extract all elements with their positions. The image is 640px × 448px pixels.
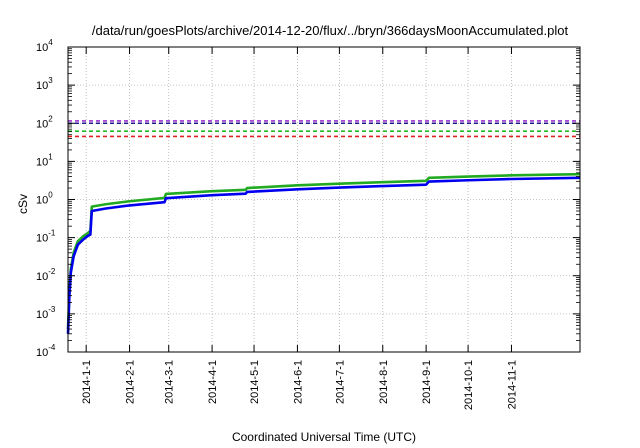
axis-ticks <box>68 46 580 353</box>
y-tick-label: 10-3 <box>36 305 56 321</box>
y-tick-label: 104 <box>36 38 53 54</box>
y-tick-labels: 10-4 10-3 10-2 10-1 100 101 102 103 104 <box>36 38 56 359</box>
x-tick-label: 2014-2-1 <box>125 360 137 404</box>
reference-lines <box>68 120 580 138</box>
x-tick-label: 2014-3-1 <box>164 360 176 404</box>
series-line <box>66 176 581 334</box>
y-tick-label: 102 <box>36 114 53 130</box>
y-axis-label: cSv <box>16 194 30 214</box>
chart-title: /data/run/goesPlots/archive/2014-12-20/f… <box>92 23 569 38</box>
y-tick-label: 103 <box>36 76 53 92</box>
x-axis-label: Coordinated Universal Time (UTC) <box>232 430 416 444</box>
x-tick-label: 2014-5-1 <box>249 360 261 404</box>
x-tick-label: 2014-10-1 <box>463 360 475 410</box>
x-tick-label: 2014-1-1 <box>81 360 93 404</box>
x-tick-label: 2014-4-1 <box>207 360 219 404</box>
data-series <box>66 172 581 334</box>
series-line <box>66 172 581 330</box>
x-tick-label: 2014-11-1 <box>506 360 518 409</box>
y-tick-label: 101 <box>36 152 53 168</box>
y-tick-label: 100 <box>36 191 53 207</box>
x-tick-labels: 2014-1-1 2014-2-1 2014-3-1 2014-4-1 2014-5-1… <box>81 360 518 410</box>
grid-lines <box>68 47 580 352</box>
x-tick-label: 2014-9-1 <box>421 360 433 404</box>
y-tick-label: 10-2 <box>36 267 56 283</box>
y-tick-label: 10-1 <box>36 229 56 245</box>
x-tick-label: 2014-8-1 <box>378 360 390 404</box>
y-tick-label: 10-4 <box>36 343 56 359</box>
x-tick-label: 2014-7-1 <box>334 360 346 404</box>
x-tick-label: 2014-6-1 <box>292 360 304 404</box>
